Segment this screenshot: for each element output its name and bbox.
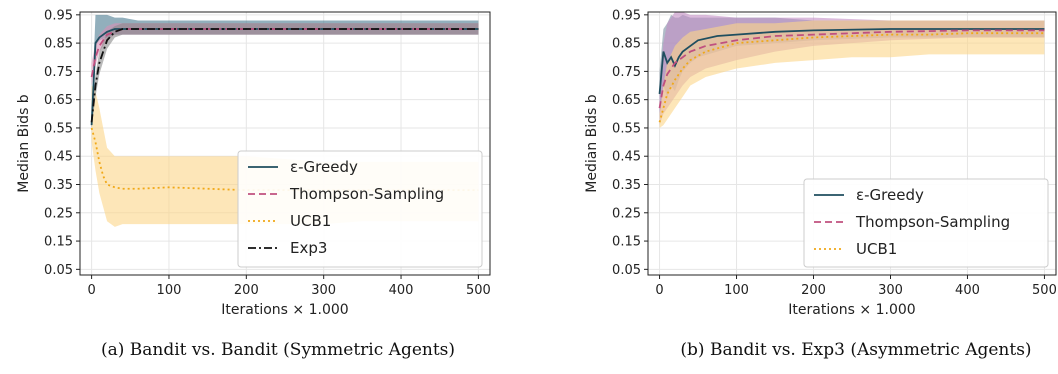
y-tick-label: 0.85 <box>44 37 73 52</box>
series-band-2 <box>659 20 1045 128</box>
caption-a: (a) Bandit vs. Bandit (Symmetric Agents) <box>100 340 456 360</box>
x-tick-label: 100 <box>724 283 749 298</box>
legend-label-0: ε-Greedy <box>290 158 358 176</box>
x-tick-label: 500 <box>466 283 491 298</box>
legend-label-2: UCB1 <box>856 240 897 258</box>
legend-label-1: Thompson-Sampling <box>855 213 1010 231</box>
legend-label-2: UCB1 <box>290 212 331 230</box>
plot-frame <box>79 11 491 276</box>
y-axis-label: Median Bids b <box>584 94 600 192</box>
x-tick-label: 0 <box>87 283 95 298</box>
series-line-0 <box>658 28 1045 95</box>
legend-label-0: ε-Greedy <box>856 186 924 204</box>
caption-b: (b) Bandit vs. Exp3 (Asymmetric Agents) <box>680 340 1032 360</box>
y-tick-label: 0.75 <box>44 65 73 80</box>
x-tick-label: 0 <box>655 283 663 298</box>
y-tick-label: 0.15 <box>612 235 641 250</box>
y-tick-label: 0.95 <box>612 8 641 23</box>
y-tick-label: 0.15 <box>44 235 73 250</box>
legend: ε-Greedy Thompson-Sampling UCB1 <box>803 178 1049 268</box>
x-tick-label: 400 <box>389 283 414 298</box>
plot-frame <box>647 11 1057 276</box>
y-tick-label: 0.55 <box>612 121 641 136</box>
y-tick-label: 0.65 <box>44 93 73 108</box>
y-tick-label: 0.05 <box>612 263 641 278</box>
x-tick-label: 200 <box>234 283 259 298</box>
y-tick-label: 0.25 <box>612 206 641 221</box>
y-tick-label: 0.85 <box>612 37 641 52</box>
chart-panel-0: 0.05 0.15 0.25 0.35 0.45 0.55 0.65 0.75 0.85 0.95… <box>16 8 491 318</box>
series-line-1 <box>90 28 479 78</box>
y-tick-label: 0.75 <box>612 65 641 80</box>
y-tick-label: 0.65 <box>612 93 641 108</box>
y-tick-label: 0.35 <box>612 178 641 193</box>
y-tick-label: 0.45 <box>44 150 73 165</box>
x-tick-label: 200 <box>801 283 826 298</box>
x-tick-label: 100 <box>157 283 182 298</box>
x-tick-label: 400 <box>955 283 980 298</box>
x-tick-label: 500 <box>1032 283 1057 298</box>
x-tick-label: 300 <box>311 283 336 298</box>
legend-label-1: Thompson-Sampling <box>289 185 444 203</box>
x-tick-label: 300 <box>878 283 903 298</box>
legend-box <box>237 150 483 268</box>
y-tick-label: 0.25 <box>44 206 73 221</box>
legend-box <box>803 178 1049 268</box>
legend-label-3: Exp3 <box>290 239 327 257</box>
y-tick-label: 0.55 <box>44 121 73 136</box>
series-line-2 <box>90 127 479 192</box>
x-axis-label: Iterations × 1.000 <box>788 302 915 318</box>
x-axis-label: Iterations × 1.000 <box>221 302 348 318</box>
y-tick-label: 0.35 <box>44 178 73 193</box>
y-axis-label: Median Bids b <box>16 94 32 192</box>
series-line-1 <box>658 29 1045 109</box>
y-tick-label: 0.05 <box>44 263 73 278</box>
legend: ε-Greedy Thompson-Sampling UCB1 Exp3 <box>237 150 483 268</box>
series-band-3 <box>91 23 479 128</box>
y-tick-label: 0.45 <box>612 150 641 165</box>
y-tick-label: 0.95 <box>44 8 73 23</box>
chart-panel-1: 0.05 0.15 0.25 0.35 0.45 0.55 0.65 0.75 0.85 0.95… <box>584 8 1057 318</box>
